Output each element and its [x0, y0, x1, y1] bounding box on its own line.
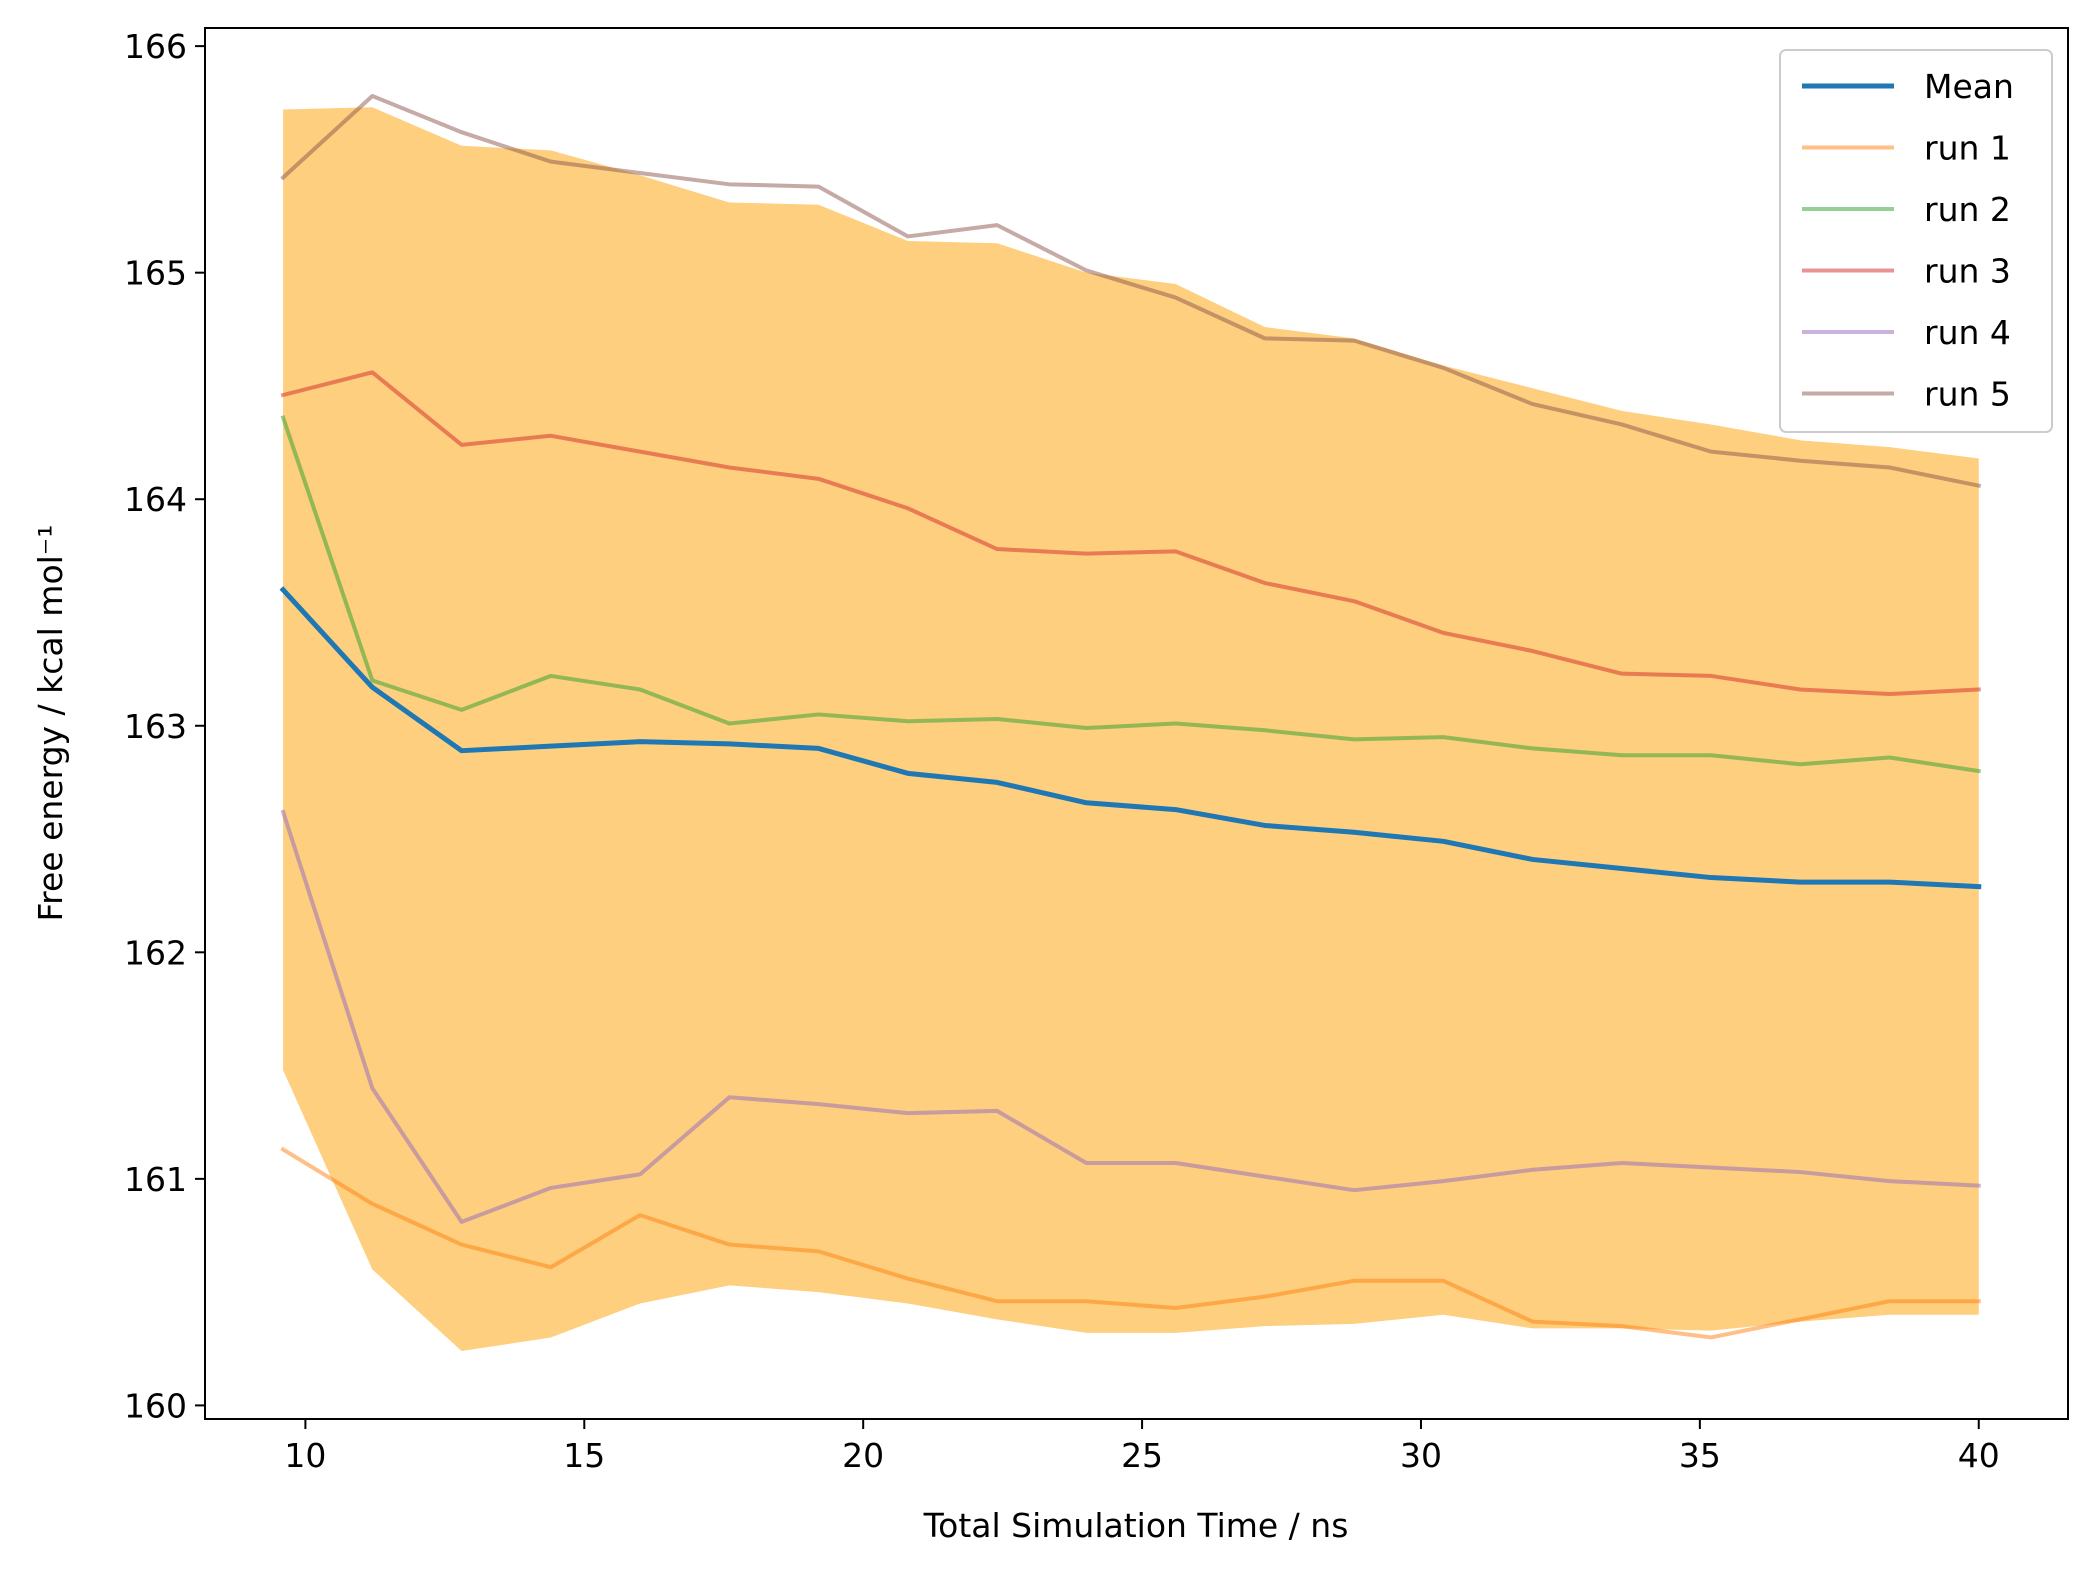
x-tick-label: 30 [1400, 1436, 1442, 1475]
series-line-run-2 [280, 415, 1982, 774]
y-tick-label: 164 [124, 480, 187, 519]
x-tick-label: 25 [1121, 1436, 1163, 1475]
y-tick-label: 162 [124, 933, 187, 972]
range-band [283, 107, 1979, 1352]
legend-box [1779, 49, 2053, 433]
x-tick-label: 10 [284, 1436, 326, 1475]
y-tick-label: 161 [124, 1160, 187, 1199]
x-tick-label: 15 [563, 1436, 605, 1475]
y-tick-label: 165 [124, 254, 187, 293]
series-line-run-3 [280, 370, 1981, 697]
legend-label-run-5: run 5 [1924, 375, 2011, 414]
legend-label-run-3: run 3 [1924, 252, 2011, 291]
series-line-run-5 [280, 93, 1982, 488]
y-axis-title: Free energy / kcal mol⁻¹ [31, 525, 70, 922]
legend: Mean run 1 run 2 run 3 run 4 run 5 [1779, 49, 2053, 433]
y-axis: 160 161 162 163 164 165 166 [124, 27, 205, 1425]
x-tick-label: 20 [842, 1436, 884, 1475]
plot-area [279, 93, 1982, 1352]
axes-frame [204, 27, 2069, 1420]
series-line-run-4 [280, 809, 1981, 1224]
y-tick-label: 163 [124, 707, 187, 746]
legend-label-run-1: run 1 [1924, 129, 2011, 168]
x-tick-label: 40 [1958, 1436, 2000, 1475]
x-tick-label: 35 [1679, 1436, 1721, 1475]
series-line-mean [279, 586, 1982, 890]
y-tick-label: 166 [124, 27, 187, 66]
legend-label-run-4: run 4 [1924, 313, 2011, 352]
series-line-run-1 [280, 1146, 1981, 1340]
legend-label-mean: Mean [1924, 67, 2014, 106]
legend-label-run-2: run 2 [1924, 190, 2011, 229]
y-tick-label: 160 [124, 1386, 187, 1425]
x-axis: 10 15 20 25 30 35 40 [284, 1419, 2000, 1475]
x-axis-title: Total Simulation Time / ns [923, 1506, 1349, 1545]
